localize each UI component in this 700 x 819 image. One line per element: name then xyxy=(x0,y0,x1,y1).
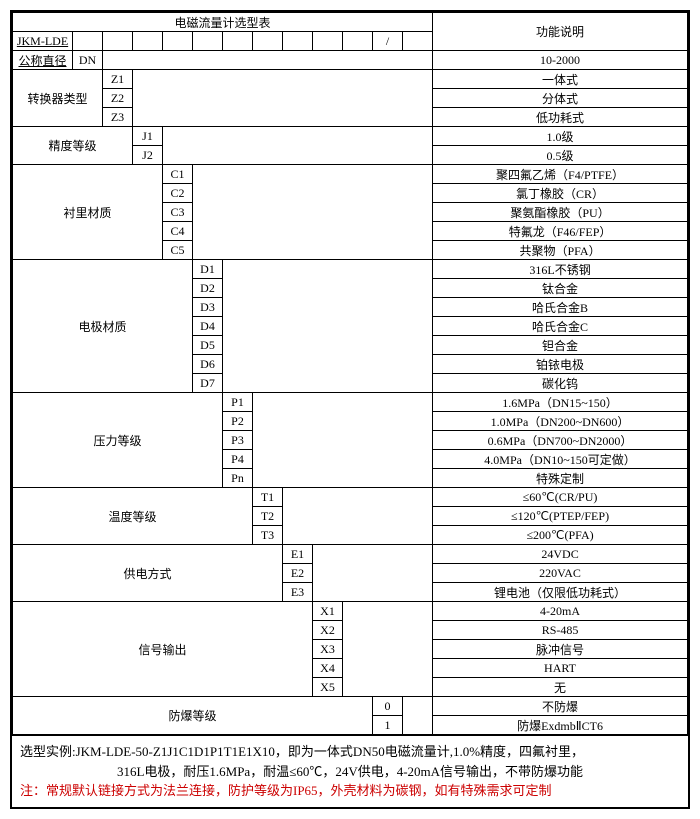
footer: 选型实例:JKM-LDE-50-Z1J1C1D1P1T1E1X10，即为一体式D… xyxy=(12,735,688,807)
dn-code: DN xyxy=(73,51,103,70)
dn-range: 10-2000 xyxy=(433,51,688,70)
press-label: 压力等级 xyxy=(13,393,223,488)
ex-label: 防爆等级 xyxy=(13,697,373,735)
slash: / xyxy=(373,32,403,51)
liner-label: 衬里材质 xyxy=(13,165,163,260)
signal-label: 信号输出 xyxy=(13,602,313,697)
note-line: 注：常规默认链接方式为法兰连接，防护等级为IP65，外壳材料为碳钢，如有特殊需求… xyxy=(20,781,680,801)
elec-label: 电极材质 xyxy=(13,260,193,393)
dn-label: 公称直径 xyxy=(13,51,73,70)
model-code: JKM-LDE xyxy=(13,32,73,51)
example-line1: 选型实例:JKM-LDE-50-Z1J1C1D1P1T1E1X10，即为一体式D… xyxy=(20,742,680,762)
temp-label: 温度等级 xyxy=(13,488,253,545)
example-line2: 316L电极，耐压1.6MPa，耐温≤60℃，24V供电，4-20mA信号输出，… xyxy=(20,762,680,782)
title-left: 电磁流量计选型表 xyxy=(13,13,433,32)
conv-c1: Z1 xyxy=(103,70,133,89)
acc-label: 精度等级 xyxy=(13,127,133,165)
power-label: 供电方式 xyxy=(13,545,283,602)
conv-d1: 一体式 xyxy=(433,70,688,89)
main-table: 电磁流量计选型表 功能说明 JKM-LDE / 公称直径 DN 10-2000 … xyxy=(12,12,688,735)
conv-label: 转换器类型 xyxy=(13,70,103,127)
selection-table: 电磁流量计选型表 功能说明 JKM-LDE / 公称直径 DN 10-2000 … xyxy=(10,10,690,809)
title-right: 功能说明 xyxy=(433,13,688,51)
